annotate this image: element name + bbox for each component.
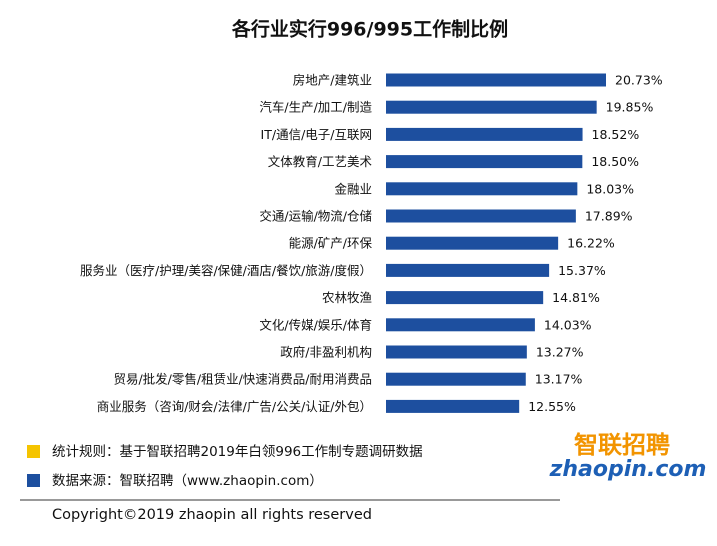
- bar: [386, 127, 583, 141]
- note-marker: [27, 474, 40, 487]
- bar: [386, 182, 578, 196]
- category-label: 文化/传媒/娱乐/体育: [259, 317, 372, 332]
- category-label: 文体教育/工艺美术: [268, 154, 373, 169]
- note: 统计规则：基于智联招聘2019年白领996工作制专题调研数据: [52, 443, 423, 460]
- category-label: 政府/非盈利机构: [280, 345, 372, 360]
- category-label: 服务业（医疗/护理/美容/保健/酒店/餐饮/旅游/度假）: [80, 263, 372, 278]
- value-label: 16.22%: [567, 236, 615, 251]
- bar: [386, 318, 535, 332]
- value-label: 18.50%: [591, 154, 639, 169]
- bar: [386, 372, 526, 386]
- category-label: 交通/运输/物流/仓储: [259, 209, 372, 224]
- category-label: 房地产/建筑业: [293, 73, 372, 88]
- copyright: Copyright©2019 zhaopin all rights reserv…: [52, 507, 372, 523]
- bar: [386, 345, 527, 359]
- value-label: 20.73%: [615, 73, 663, 88]
- bar: [386, 73, 606, 87]
- bar: [386, 209, 576, 223]
- category-label: 汽车/生产/加工/制造: [259, 100, 372, 115]
- category-label: 农林牧渔: [322, 290, 372, 305]
- value-label: 13.27%: [536, 345, 584, 360]
- logo-name: 智联招聘: [574, 431, 670, 459]
- value-label: 14.81%: [552, 290, 600, 305]
- note-marker: [27, 445, 40, 458]
- bar: [386, 291, 544, 305]
- category-label: 金融业: [334, 181, 372, 196]
- value-label: 18.03%: [586, 181, 634, 196]
- value-label: 18.52%: [592, 127, 640, 142]
- category-label: 贸易/批发/零售/租赁业/快速消费品/耐用消费品: [113, 372, 372, 387]
- bar: [386, 155, 583, 169]
- bar: [386, 263, 550, 277]
- note: 数据来源：智联招聘（www.zhaopin.com）: [52, 473, 323, 489]
- value-label: 12.55%: [528, 399, 576, 414]
- bar: [386, 236, 559, 250]
- chart-title: 各行业实行996/995工作制比例: [231, 18, 508, 41]
- bar: [386, 399, 520, 413]
- value-label: 19.85%: [606, 100, 654, 115]
- value-label: 13.17%: [535, 372, 583, 387]
- category-label: 能源/矿产/环保: [289, 236, 373, 251]
- value-label: 14.03%: [544, 317, 592, 332]
- value-label: 15.37%: [558, 263, 606, 278]
- value-label: 17.89%: [585, 209, 633, 224]
- logo-url: zhaopin.com: [549, 457, 707, 482]
- category-label: IT/通信/电子/互联网: [261, 127, 372, 142]
- bar: [386, 100, 597, 114]
- category-label: 商业服务（咨询/财会/法律/广告/公关/认证/外包）: [97, 399, 372, 414]
